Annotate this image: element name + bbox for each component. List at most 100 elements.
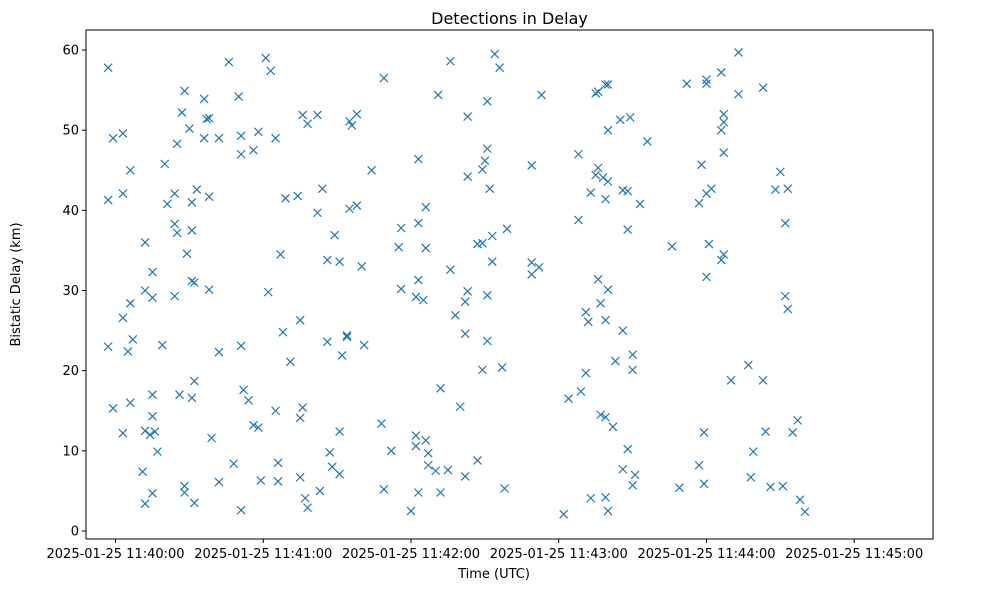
data-point xyxy=(487,257,497,267)
data-point xyxy=(780,291,790,301)
data-point xyxy=(699,427,709,437)
data-point xyxy=(150,427,160,437)
data-point xyxy=(175,390,184,400)
data-point xyxy=(490,49,500,59)
data-point xyxy=(118,128,128,138)
data-point xyxy=(322,255,332,265)
data-point xyxy=(413,275,423,285)
data-point xyxy=(564,394,574,404)
data-point xyxy=(180,488,189,497)
data-point xyxy=(586,188,596,198)
data-point xyxy=(170,189,180,198)
data-point xyxy=(303,503,313,513)
data-point xyxy=(239,385,249,395)
data-point xyxy=(623,444,633,454)
data-point xyxy=(704,239,714,249)
data-point xyxy=(285,357,295,367)
data-point xyxy=(601,80,610,89)
data-point xyxy=(411,292,421,302)
data-point xyxy=(253,423,263,433)
data-point xyxy=(726,375,736,385)
data-point xyxy=(189,278,199,287)
data-point xyxy=(342,332,352,342)
data-point xyxy=(182,249,192,259)
data-point xyxy=(189,376,199,386)
data-point xyxy=(413,154,423,164)
data-point xyxy=(610,356,620,366)
plot-area xyxy=(86,30,933,539)
data-point xyxy=(719,250,729,259)
data-point xyxy=(497,363,507,372)
data-point xyxy=(276,250,285,259)
x-tick-label: 2025-01-25 11:43:00 xyxy=(490,547,628,562)
data-point xyxy=(180,86,189,96)
data-point xyxy=(783,304,793,314)
data-point xyxy=(253,127,263,137)
data-point xyxy=(187,276,197,286)
data-point xyxy=(758,83,768,93)
data-point xyxy=(463,172,473,182)
data-point xyxy=(207,433,216,443)
data-point xyxy=(128,334,138,344)
data-point xyxy=(748,447,758,457)
y-axis: 0 10 20 30 40 50 60 xyxy=(62,44,86,539)
data-point xyxy=(325,448,335,457)
data-point xyxy=(317,184,327,194)
data-point xyxy=(187,393,197,403)
data-point xyxy=(103,342,113,352)
data-point xyxy=(625,112,635,122)
data-point xyxy=(234,92,244,101)
data-point xyxy=(450,310,460,320)
data-point xyxy=(601,315,610,325)
data-point xyxy=(591,88,601,98)
y-tick-label: 20 xyxy=(62,364,79,379)
data-point xyxy=(394,242,404,252)
data-point xyxy=(180,481,189,491)
data-point xyxy=(603,177,613,186)
data-point xyxy=(300,493,310,503)
data-point xyxy=(278,327,288,337)
data-point xyxy=(162,199,172,209)
data-point xyxy=(345,204,354,214)
data-point xyxy=(780,218,790,228)
data-point xyxy=(667,242,677,251)
data-point xyxy=(295,315,305,325)
y-axis-title: Bistatic Delay (km) xyxy=(9,222,24,346)
data-point xyxy=(615,115,625,125)
data-point xyxy=(682,79,692,89)
data-point xyxy=(118,313,128,323)
data-point xyxy=(172,228,182,238)
data-point xyxy=(281,193,290,203)
data-point xyxy=(352,201,362,210)
data-point xyxy=(192,185,202,194)
data-point xyxy=(125,398,135,408)
y-tick-label: 60 xyxy=(62,44,79,59)
data-point xyxy=(298,403,308,412)
data-point xyxy=(423,460,433,470)
data-point xyxy=(445,56,455,66)
data-point xyxy=(500,484,509,493)
data-point xyxy=(140,237,150,247)
data-point xyxy=(598,173,608,182)
data-point xyxy=(357,262,367,271)
data-point xyxy=(719,148,729,158)
data-point xyxy=(327,462,337,472)
data-point xyxy=(148,488,157,498)
data-point xyxy=(315,486,325,496)
data-point xyxy=(596,298,606,308)
chart-title: Detections in Delay xyxy=(431,9,588,28)
data-point xyxy=(359,340,369,350)
data-point xyxy=(261,53,271,63)
data-point xyxy=(214,347,224,357)
data-point xyxy=(379,73,389,83)
data-point xyxy=(271,133,281,143)
data-point xyxy=(413,218,423,228)
y-tick-label: 0 xyxy=(71,524,79,539)
data-point xyxy=(482,336,492,346)
data-point xyxy=(583,317,593,327)
data-point xyxy=(593,163,603,173)
data-point xyxy=(118,428,128,438)
data-point xyxy=(345,116,354,126)
data-point xyxy=(716,68,726,77)
data-point xyxy=(148,411,157,421)
